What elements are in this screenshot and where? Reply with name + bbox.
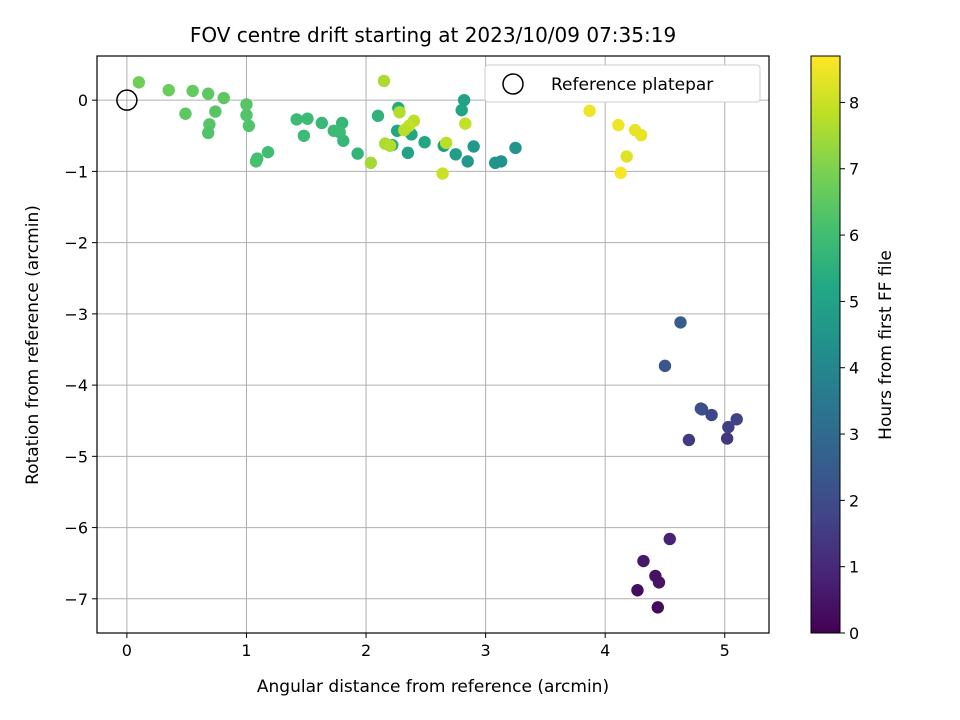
colorbar-label: Hours from first FF file — [876, 250, 896, 440]
data-point — [461, 155, 474, 168]
data-point — [494, 155, 508, 168]
y-tick-label: −7 — [64, 590, 88, 609]
data-point — [722, 420, 735, 434]
data-point — [620, 150, 633, 163]
data-point — [631, 584, 644, 597]
data-point — [364, 156, 378, 170]
data-point — [383, 139, 397, 152]
y-tick-label: −4 — [64, 376, 88, 395]
data-point — [398, 123, 411, 137]
y-tick-label: −2 — [64, 234, 88, 253]
x-tick-label: 4 — [600, 641, 610, 660]
data-point — [393, 106, 406, 119]
data-point — [335, 116, 349, 130]
y-tick-label: −5 — [64, 447, 88, 466]
data-point — [202, 87, 215, 100]
data-point — [240, 108, 253, 122]
data-point — [649, 569, 662, 583]
data-point — [694, 402, 708, 415]
data-point — [467, 140, 480, 153]
data-point — [290, 113, 303, 126]
y-tick-label: −6 — [64, 519, 88, 538]
data-point — [217, 91, 230, 105]
x-tick-label: 5 — [720, 641, 730, 660]
x-axis-label: Angular distance from reference (arcmin) — [257, 677, 609, 697]
x-tick-label: 2 — [361, 641, 371, 660]
data-point — [242, 119, 256, 133]
data-point — [401, 146, 415, 160]
plot-frame — [96, 55, 770, 634]
y-tick-label: 0 — [78, 91, 88, 110]
colorbar — [810, 55, 841, 634]
legend-label: Reference platepar — [551, 75, 713, 95]
data-point — [202, 126, 215, 140]
data-point — [337, 134, 350, 147]
colorbar-tick-label: 0 — [849, 624, 859, 643]
data-point — [377, 74, 391, 88]
data-point — [705, 408, 718, 422]
data-point — [614, 166, 627, 180]
colorbar-tick-label: 1 — [849, 558, 859, 577]
colorbar-tick-label: 3 — [849, 425, 859, 444]
y-tick-label: −1 — [64, 162, 88, 181]
data-point — [132, 76, 146, 89]
data-point — [209, 105, 222, 118]
data-point — [720, 432, 734, 445]
data-point — [261, 145, 275, 159]
data-point — [315, 116, 328, 130]
data-point — [509, 141, 522, 155]
data-point — [459, 117, 472, 130]
data-point — [637, 554, 650, 568]
x-tick-label: 1 — [241, 641, 251, 660]
data-point — [240, 98, 253, 111]
colorbar-ticks: 0 1 2 3 4 5 6 7 8 — [840, 93, 859, 643]
colorbar-tick-label: 5 — [849, 292, 859, 311]
data-point — [179, 107, 192, 120]
data-point — [455, 103, 468, 117]
data-point — [439, 136, 453, 150]
x-tick-label: 3 — [481, 641, 491, 660]
y-axis-label: Rotation from reference (arcmin) — [23, 205, 43, 485]
reference-platepar-marker — [116, 89, 138, 111]
data-point — [634, 128, 648, 142]
data-point — [351, 147, 364, 160]
data-point — [658, 359, 672, 373]
legend: Reference platepar — [484, 64, 761, 103]
x-tick-label: 0 — [122, 641, 132, 660]
y-tick-label: −3 — [64, 305, 88, 324]
data-points — [132, 74, 743, 614]
data-point — [583, 104, 596, 118]
legend-marker — [502, 73, 524, 95]
grid-lines — [97, 56, 769, 633]
colorbar-tick-label: 6 — [849, 226, 859, 245]
colorbar-tick-label: 4 — [849, 359, 859, 378]
data-point — [612, 118, 625, 132]
data-point — [457, 93, 471, 107]
chart-title: FOV centre drift starting at 2023/10/09 … — [190, 23, 676, 47]
data-point — [301, 112, 314, 125]
colorbar-tick-label: 7 — [849, 160, 859, 179]
colorbar-tick-label: 8 — [849, 93, 859, 112]
data-point — [418, 135, 431, 149]
data-point — [186, 84, 199, 98]
colorbar-tick-label: 2 — [849, 491, 859, 510]
data-point — [162, 83, 175, 97]
x-axis-ticks: 0 1 2 3 4 5 — [122, 633, 730, 660]
data-point — [449, 148, 462, 161]
data-point — [436, 167, 449, 180]
y-axis-ticks: 0 −1 −2 −3 −4 −5 −6 −7 — [64, 91, 97, 609]
data-point — [730, 413, 743, 426]
data-point — [663, 532, 676, 546]
data-point — [682, 433, 696, 447]
data-point — [371, 109, 385, 123]
data-point — [651, 601, 664, 614]
data-point — [297, 129, 311, 142]
data-point — [674, 316, 687, 329]
data-point — [249, 155, 263, 168]
legend-box — [484, 64, 761, 103]
